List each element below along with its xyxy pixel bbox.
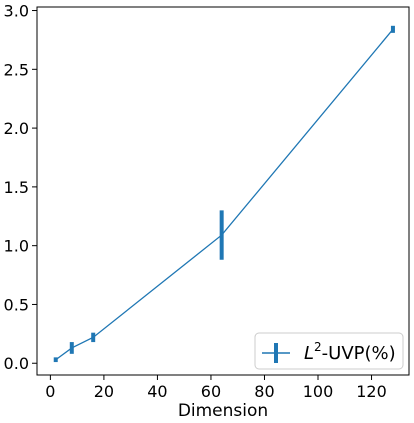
legend-series-name: -UVP(%) [322, 343, 396, 364]
x-tick-label: 0 [45, 382, 55, 401]
y-tick-label: 1.5 [4, 178, 29, 197]
y-tick-label: 0.0 [4, 354, 29, 373]
x-axis-label: Dimension [178, 401, 268, 421]
y-tick-label: 2.0 [4, 119, 29, 138]
legend-series-superscript: 2 [314, 340, 322, 354]
x-tick-label: 40 [147, 382, 167, 401]
plot-content [53, 25, 395, 363]
y-axis: 0.0 0.5 1.0 1.5 2.0 2.5 3.0 [4, 2, 37, 373]
plot-frame [36, 6, 410, 376]
legend: L2-UVP(%) [254, 332, 404, 370]
y-tick-label: 0.5 [4, 295, 29, 314]
x-tick-label: 60 [201, 382, 221, 401]
x-axis: 0 20 40 60 80 100 120 [45, 375, 387, 401]
x-tick-label: 80 [254, 382, 274, 401]
legend-series-italic-prefix: L [304, 343, 314, 364]
x-tick-label: 120 [356, 382, 387, 401]
x-tick-label: 20 [94, 382, 114, 401]
y-tick-label: 1.0 [4, 237, 29, 256]
y-tick-label: 3.0 [4, 2, 29, 21]
x-tick-label: 100 [303, 382, 334, 401]
y-tick-label: 2.5 [4, 60, 29, 79]
legend-series-label: L2-UVP(%) [304, 340, 396, 364]
series-line [55, 28, 394, 361]
legend-box [254, 332, 404, 370]
